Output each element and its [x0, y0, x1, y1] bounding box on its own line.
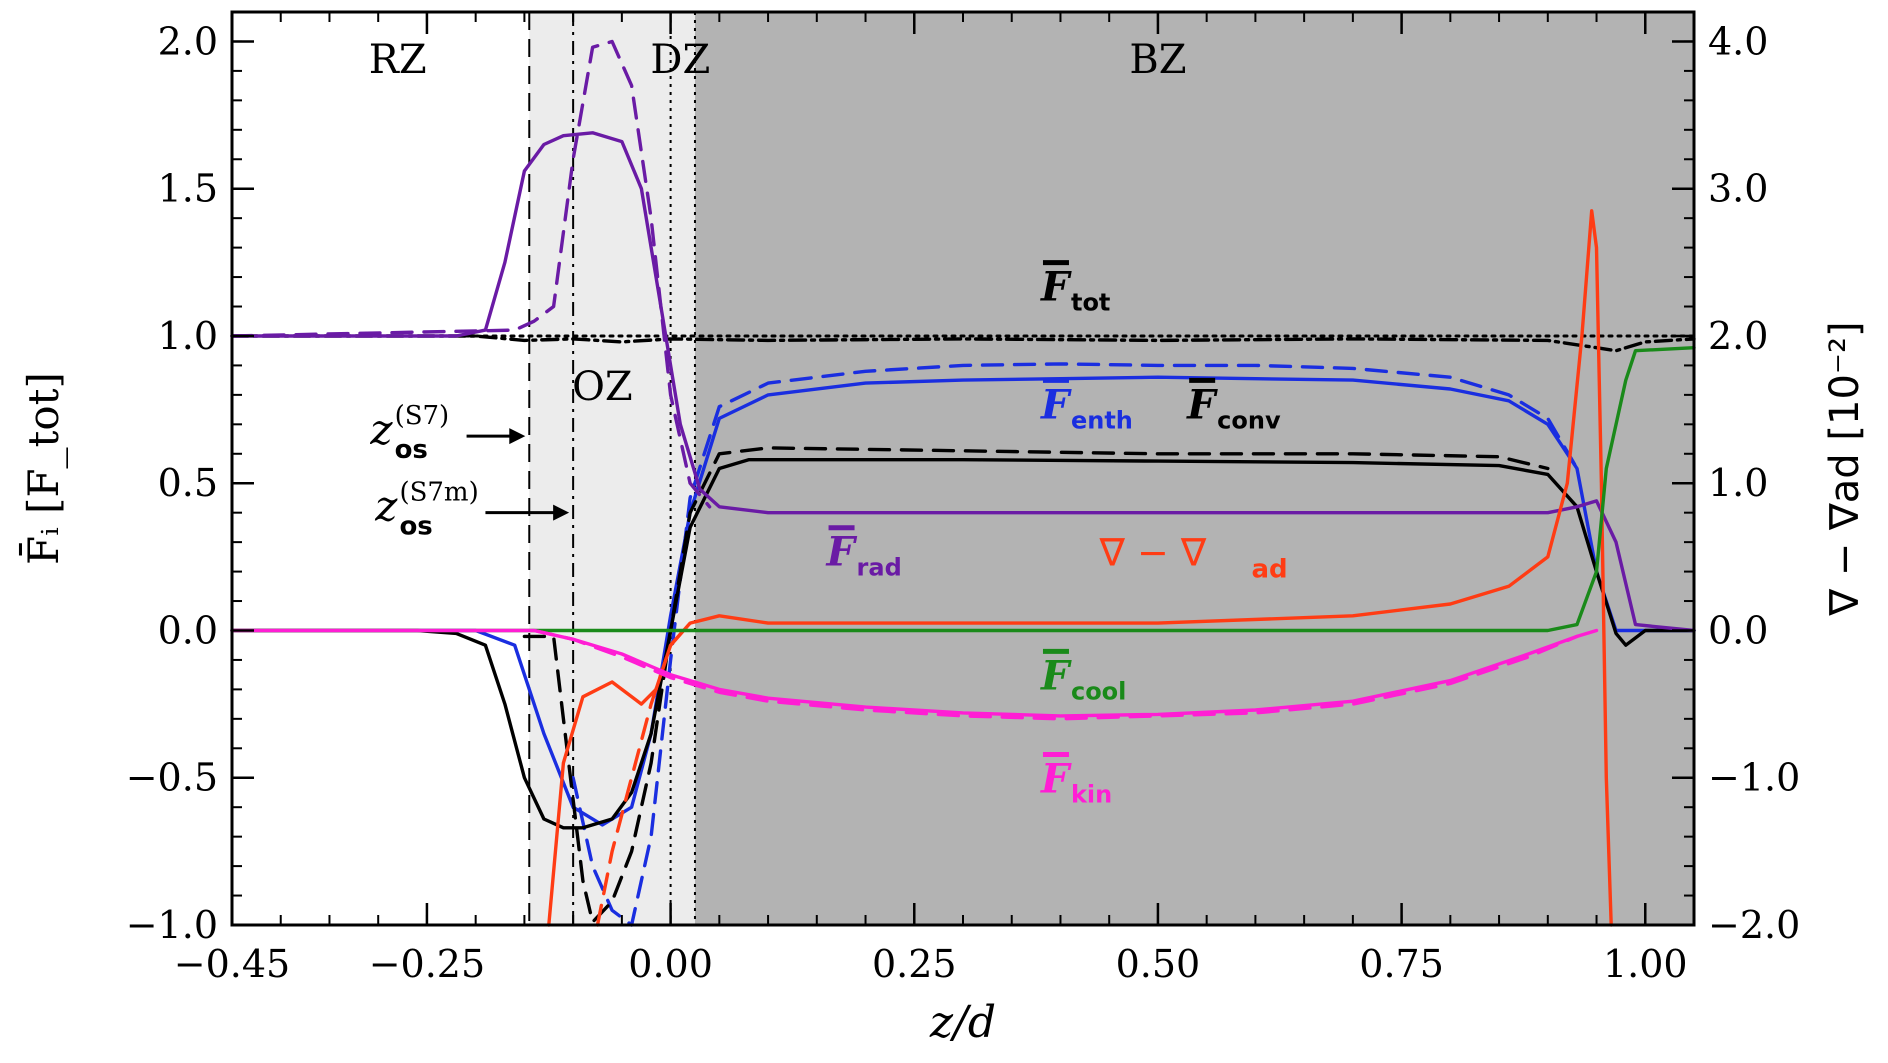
y-right-axis-label: ∇ − ∇ad [10⁻²]	[1822, 321, 1868, 616]
label-symbol: ∇ − ∇	[1098, 531, 1206, 575]
annotation-subscript: os	[399, 512, 432, 542]
series-f-tot	[230, 334, 1696, 353]
zone-bz-region	[694, 12, 1694, 925]
x-tick-label: 0.50	[1116, 942, 1201, 986]
y-right-tick-label: 1.0	[1708, 461, 1768, 505]
label-subscript: rad	[857, 554, 902, 582]
label-subscript: enth	[1071, 406, 1133, 434]
y-left-tick-label: 0.0	[158, 608, 218, 652]
zone-label-rz: RZ	[369, 37, 427, 83]
series-f-kin-m	[532, 628, 1579, 721]
zone-label-oz: OZ	[572, 364, 633, 410]
y-right-tick-label: −1.0	[1708, 756, 1800, 800]
x-tick-label: 0.75	[1359, 942, 1444, 986]
label-subscript: tot	[1071, 289, 1110, 317]
annotation-superscript: (S7m)	[399, 478, 478, 508]
series-f-rad-m	[230, 39, 712, 509]
label-symbol: F	[1040, 652, 1072, 699]
y-left-tick-label: −1.0	[126, 903, 218, 947]
series-nabla-minus-nabla-ad	[547, 209, 1613, 927]
x-tick-label: 0.00	[628, 942, 713, 986]
annotation-arrow-head	[509, 428, 526, 445]
x-tick-label: 0.25	[872, 942, 957, 986]
zone-shading	[232, 12, 1694, 925]
y-left-axis-label: F̄ᵢ [F_tot]	[17, 372, 68, 565]
x-axis-label: z/d	[929, 997, 996, 1048]
zone-label-dz: DZ	[650, 37, 710, 83]
zone-dz-region	[660, 12, 695, 925]
label-symbol: F	[1040, 381, 1072, 428]
x-tick-label: −0.45	[174, 942, 290, 986]
annotation-superscript: (S7)	[395, 401, 450, 431]
y-left-tick-label: 0.5	[158, 461, 218, 505]
label-nabla-minus-nabla-ad: ∇ − ∇ ad	[1098, 531, 1287, 585]
y-right-tick-label: −2.0	[1708, 903, 1800, 947]
x-tick-label: 1.00	[1603, 942, 1688, 986]
series-f-rad	[230, 131, 1696, 633]
y-left-tick-label: −0.5	[126, 756, 218, 800]
label-subscript: ad	[1251, 555, 1287, 585]
y-left-tick-label: 1.0	[158, 314, 218, 358]
overshoot-annotation-1: z (S7m) os	[374, 478, 570, 542]
series-f-kin	[230, 628, 1599, 718]
chart-labels: −0.45 −0.25 0.00 0.25 0.50 0.75 1.00 −1.0 −0.5 0.…	[17, 19, 1868, 1048]
y-right-tick-label: 3.0	[1708, 167, 1768, 211]
label-symbol: F	[1040, 264, 1072, 311]
series-f-conv	[230, 458, 1696, 830]
label-symbol: F	[1186, 381, 1218, 428]
overshoot-annotation-0: z (S7) os	[369, 401, 526, 465]
annotation-arrow-head	[553, 504, 570, 521]
series-nabla-minus-nabla-ad-m	[595, 621, 692, 927]
axis-ticks	[230, 12, 1694, 927]
annotation-symbol: z	[369, 405, 393, 454]
flux-series	[230, 39, 1696, 927]
annotation-subscript: os	[395, 435, 428, 465]
label-subscript: conv	[1217, 406, 1281, 434]
label-subscript: cool	[1071, 677, 1126, 705]
label-symbol: F	[826, 529, 858, 576]
y-left-tick-label: 2.0	[158, 19, 218, 63]
zone-label-bz: BZ	[1129, 37, 1186, 83]
annotation-symbol: z	[374, 482, 398, 531]
zone-rz-region	[232, 12, 530, 925]
y-right-tick-label: 2.0	[1708, 314, 1768, 358]
y-left-tick-label: 1.5	[158, 167, 218, 211]
label-subscript: kin	[1071, 780, 1112, 808]
y-right-tick-label: 0.0	[1708, 608, 1768, 652]
x-tick-label: −0.25	[369, 942, 485, 986]
y-right-tick-label: 4.0	[1708, 19, 1768, 63]
label-symbol: F	[1040, 755, 1072, 802]
